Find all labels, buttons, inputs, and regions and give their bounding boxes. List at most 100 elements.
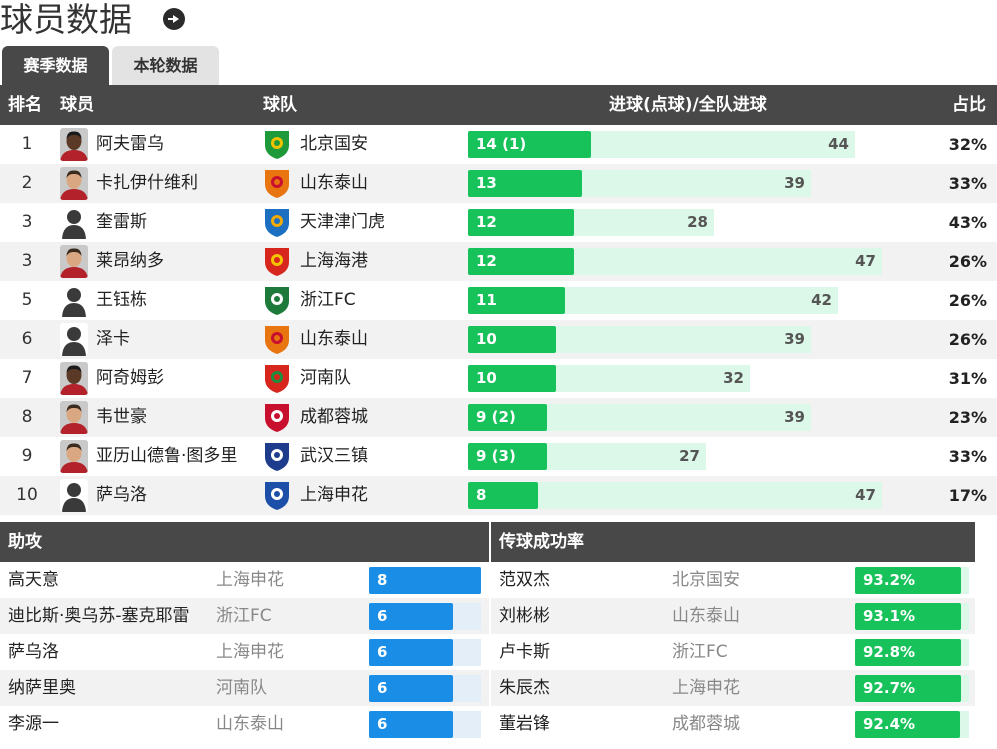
team-name-link[interactable]: 浙江FC: [672, 642, 728, 662]
table-row[interactable]: 1 阿夫雷乌 北京国安 44 14 (1) 32%: [0, 125, 997, 164]
player-name-link[interactable]: 莱昂纳多: [96, 251, 164, 271]
team-name-link[interactable]: 成都蓉城: [300, 407, 368, 427]
pass-rate-value: 92.8%: [863, 643, 916, 661]
player-name-link[interactable]: 阿夫雷乌: [96, 134, 164, 154]
team-crest-icon: [262, 402, 292, 433]
column-header-rank[interactable]: 排名: [8, 95, 42, 115]
team-name-link[interactable]: 山东泰山: [672, 606, 740, 626]
player-name-link[interactable]: 亚历山德鲁·图多里: [96, 446, 238, 466]
rank-number: 8: [21, 407, 33, 427]
list-item[interactable]: 董岩锋 成都蓉城 92.4%: [491, 706, 975, 742]
player-name-link[interactable]: 阿奇姆彭: [96, 368, 164, 388]
goal-share-percent: 26%: [948, 330, 987, 349]
player-name-link[interactable]: 高天意: [8, 570, 59, 590]
player-goals-bar: 14 (1): [468, 131, 591, 158]
player-name-link[interactable]: 范双杰: [499, 570, 550, 590]
list-item[interactable]: 高天意 上海申花 8: [0, 562, 489, 598]
arrow-right-circle-icon[interactable]: [163, 8, 185, 30]
column-header-ratio[interactable]: 占比: [952, 95, 986, 115]
assists-panel-title: 助攻: [0, 522, 489, 562]
pass-rate-bar-track: 93.2%: [855, 567, 969, 594]
assists-list: 高天意 上海申花 8 迪比斯·奥乌苏-塞克耶雷 浙江FC 6 萨乌洛 上海申花 6 纳萨里奥 河南队…: [0, 562, 489, 742]
player-goals-bar: 10: [468, 326, 556, 353]
table-row[interactable]: 3 奎雷斯 天津津门虎 28 12 43%: [0, 203, 997, 242]
table-row[interactable]: 7 阿奇姆彭 河南队 32 10 31%: [0, 359, 997, 398]
team-name-link[interactable]: 上海申花: [300, 485, 368, 505]
team-name-link[interactable]: 上海海港: [300, 251, 368, 271]
team-name-link[interactable]: 上海申花: [216, 570, 284, 590]
table-row[interactable]: 2 卡扎伊什维利 山东泰山 39 13 33%: [0, 164, 997, 203]
pass-rate-bar: 93.1%: [855, 603, 961, 630]
assist-bar: 8: [369, 567, 481, 594]
team-name-link[interactable]: 河南队: [216, 678, 267, 698]
player-goals-bar: 10: [468, 365, 556, 392]
team-name-link[interactable]: 上海申花: [672, 678, 740, 698]
goal-share-percent: 31%: [948, 369, 987, 388]
player-goals-bar: 12: [468, 209, 574, 236]
team-name-link[interactable]: 北京国安: [672, 570, 740, 590]
list-item[interactable]: 纳萨里奥 河南队 6: [0, 670, 489, 706]
team-name-link[interactable]: 山东泰山: [300, 329, 368, 349]
team-goals-value: 27: [679, 447, 700, 465]
assist-bar: 6: [369, 711, 453, 738]
player-name-link[interactable]: 纳萨里奥: [8, 678, 76, 698]
list-item[interactable]: 范双杰 北京国安 93.2%: [491, 562, 975, 598]
team-name-link[interactable]: 北京国安: [300, 134, 368, 154]
list-item[interactable]: 李源一 山东泰山 6: [0, 706, 489, 742]
player-name-link[interactable]: 朱辰杰: [499, 678, 550, 698]
list-item[interactable]: 卢卡斯 浙江FC 92.8%: [491, 634, 975, 670]
team-name-link[interactable]: 浙江FC: [300, 290, 356, 310]
table-row[interactable]: 5 王钰栋 浙江FC 42 11 26%: [0, 281, 997, 320]
tab-round-stats[interactable]: 本轮数据: [112, 46, 219, 85]
player-name-link[interactable]: 奎雷斯: [96, 212, 147, 232]
table-row[interactable]: 8 韦世豪 成都蓉城 39 9 (2) 23%: [0, 398, 997, 437]
list-item[interactable]: 朱辰杰 上海申花 92.7%: [491, 670, 975, 706]
assist-value: 6: [377, 607, 388, 625]
team-name-link[interactable]: 河南队: [300, 368, 351, 388]
list-item[interactable]: 萨乌洛 上海申花 6: [0, 634, 489, 670]
team-crest-icon: [262, 168, 292, 199]
team-name-link[interactable]: 武汉三镇: [300, 446, 368, 466]
tab-season-stats[interactable]: 赛季数据: [2, 46, 109, 85]
column-header-player[interactable]: 球员: [60, 95, 94, 115]
player-name-link[interactable]: 李源一: [8, 714, 59, 734]
column-header-team[interactable]: 球队: [263, 95, 297, 115]
pass-rate-bar: 92.4%: [855, 711, 960, 738]
rank-number: 1: [21, 134, 33, 154]
assist-bar: 6: [369, 639, 453, 666]
table-row[interactable]: 10 萨乌洛 上海申花 47 8 17%: [0, 476, 997, 515]
player-name-link[interactable]: 萨乌洛: [8, 642, 59, 662]
assist-bar-track: 6: [369, 639, 481, 666]
team-goals-value: 42: [811, 291, 832, 309]
team-name-link[interactable]: 浙江FC: [216, 606, 272, 626]
player-name-link[interactable]: 刘彬彬: [499, 606, 550, 626]
column-header-goals[interactable]: 进球(点球)/全队进球: [609, 95, 767, 115]
table-row[interactable]: 3 莱昂纳多 上海海港 47 12 26%: [0, 242, 997, 281]
list-item[interactable]: 刘彬彬 山东泰山 93.1%: [491, 598, 975, 634]
player-name-link[interactable]: 韦世豪: [96, 407, 147, 427]
team-name-link[interactable]: 山东泰山: [216, 714, 284, 734]
player-name-link[interactable]: 迪比斯·奥乌苏-塞克耶雷: [8, 606, 190, 626]
assist-bar-track: 8: [369, 567, 481, 594]
player-name-link[interactable]: 卢卡斯: [499, 642, 550, 662]
player-name-link[interactable]: 泽卡: [96, 329, 130, 349]
player-photo: [60, 167, 88, 200]
player-name-link[interactable]: 卡扎伊什维利: [96, 173, 198, 193]
rank-number: 2: [21, 173, 33, 193]
table-row[interactable]: 9 亚历山德鲁·图多里 武汉三镇 27 9 (3) 33%: [0, 437, 997, 476]
list-item[interactable]: 迪比斯·奥乌苏-塞克耶雷 浙江FC 6: [0, 598, 489, 634]
player-name-link[interactable]: 王钰栋: [96, 290, 147, 310]
table-row[interactable]: 6 泽卡 山东泰山 39 10 26%: [0, 320, 997, 359]
team-name-link[interactable]: 天津津门虎: [300, 212, 385, 232]
team-goals-value: 39: [784, 174, 805, 192]
passing-list: 范双杰 北京国安 93.2% 刘彬彬 山东泰山 93.1% 卢卡斯 浙江FC 92.8% 朱辰杰 上…: [491, 562, 975, 742]
team-goals-value: 47: [855, 252, 876, 270]
player-goals-value: 13: [476, 174, 497, 192]
player-name-link[interactable]: 董岩锋: [499, 714, 550, 734]
team-name-link[interactable]: 山东泰山: [300, 173, 368, 193]
team-name-link[interactable]: 上海申花: [216, 642, 284, 662]
player-name-link[interactable]: 萨乌洛: [96, 485, 147, 505]
rank-number: 6: [21, 329, 33, 349]
team-name-link[interactable]: 成都蓉城: [672, 714, 740, 734]
player-photo: [60, 440, 88, 473]
